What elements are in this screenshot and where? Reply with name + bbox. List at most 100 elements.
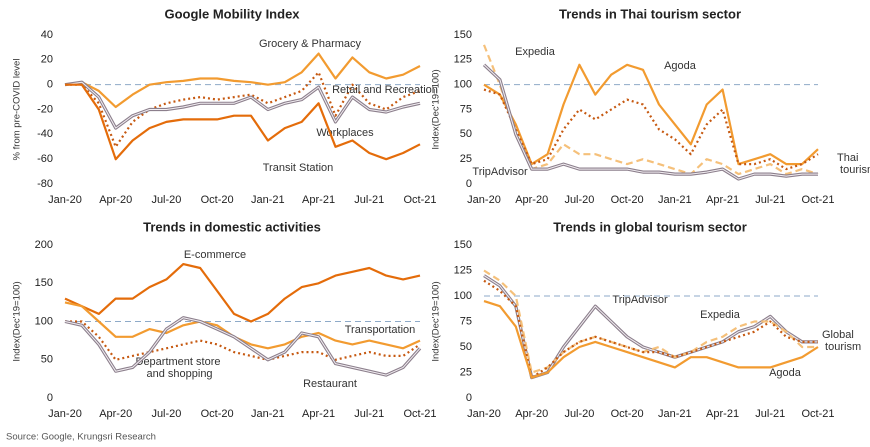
- series-label: Expedia: [515, 46, 556, 58]
- x-tick-label: Oct-20: [201, 194, 234, 206]
- x-tick-label: Jan-20: [467, 408, 501, 420]
- x-tick-label: Oct-20: [611, 408, 644, 420]
- x-tick-label: Oct-21: [801, 194, 834, 206]
- series-label: Transportation: [345, 324, 416, 336]
- series-line: [483, 88, 819, 171]
- y-tick-label: 100: [35, 315, 53, 327]
- x-tick-label: Jan-21: [658, 194, 692, 206]
- series-label: Agoda: [769, 367, 802, 379]
- x-tick-label: Apr-21: [706, 408, 739, 420]
- x-tick-label: Oct-20: [201, 408, 234, 420]
- y-tick-label: 75: [460, 103, 472, 115]
- y-axis-label: Index(Dec'19=100): [12, 281, 23, 361]
- x-tick-label: Jan-21: [251, 194, 285, 206]
- x-tick-label: Apr-20: [515, 194, 548, 206]
- y-tick-label: 25: [460, 153, 472, 165]
- x-tick-label: Jul-20: [151, 408, 181, 420]
- y-tick-label: 150: [454, 29, 472, 41]
- x-tick-label: Jan-21: [658, 408, 692, 420]
- series-label: Restaurant: [303, 378, 357, 390]
- y-tick-label: 50: [41, 354, 53, 366]
- y-tick-label: -60: [37, 153, 53, 165]
- x-tick-label: Apr-20: [99, 194, 132, 206]
- x-tick-label: Apr-20: [515, 408, 548, 420]
- y-tick-label: -80: [37, 178, 53, 190]
- x-tick-label: Jul-21: [755, 408, 785, 420]
- series-label: Thai tourism: [837, 152, 870, 176]
- y-tick-label: -20: [37, 103, 53, 115]
- x-tick-label: Oct-21: [403, 408, 436, 420]
- x-tick-label: Jul-20: [564, 408, 594, 420]
- series-line: [482, 44, 819, 176]
- series-label: Agoda: [664, 60, 697, 72]
- series-label: Retail and Recreation: [332, 84, 438, 96]
- series-label: Department store and shopping: [136, 356, 221, 380]
- series-label: TripAdvisor: [472, 166, 528, 178]
- source-note: Source: Google, Krungsri Research: [6, 432, 156, 443]
- x-tick-label: Jul-21: [354, 194, 384, 206]
- y-axis-label: % from pre-COVID level: [12, 59, 23, 161]
- chart-title: Trends in global tourism sector: [553, 219, 747, 234]
- y-tick-label: 40: [41, 29, 53, 41]
- y-tick-label: 0: [47, 79, 53, 91]
- series-label: Grocery & Pharmacy: [259, 38, 362, 50]
- x-tick-label: Apr-20: [99, 408, 132, 420]
- series-line-inner: [483, 64, 818, 180]
- series-label-line: Thai: [837, 152, 858, 164]
- y-tick-label: 25: [460, 366, 472, 378]
- series-line: [64, 263, 421, 323]
- x-tick-label: Jan-20: [48, 194, 82, 206]
- x-tick-label: Jul-20: [564, 194, 594, 206]
- series-label: Global tourism: [822, 329, 861, 353]
- series-label: TripAdvisor: [612, 294, 668, 306]
- series-label-line: and shopping: [143, 368, 212, 380]
- y-axis-label: Index(Dec'19=100): [431, 69, 442, 149]
- series-label-line: Department store: [136, 356, 221, 368]
- y-axis-label: Index(Dec'19=100): [431, 281, 442, 361]
- series-line: [483, 274, 818, 380]
- series-line-inner: [64, 81, 421, 129]
- series-label: E-commerce: [184, 249, 246, 261]
- chart-title: Trends in domestic activities: [143, 219, 321, 234]
- series-line: [483, 63, 819, 166]
- series-line: [483, 269, 818, 374]
- series-line: [483, 300, 819, 379]
- x-tick-label: Oct-20: [611, 194, 644, 206]
- x-tick-label: Jul-21: [354, 408, 384, 420]
- x-tick-label: Oct-21: [403, 194, 436, 206]
- x-tick-label: Jul-21: [755, 194, 785, 206]
- y-tick-label: 0: [47, 392, 53, 404]
- x-tick-label: Jan-20: [48, 408, 82, 420]
- y-tick-label: 150: [35, 277, 53, 289]
- series-line: [64, 52, 421, 109]
- series-line: [64, 301, 421, 350]
- y-tick-label: 50: [460, 341, 472, 353]
- series-label: Expedia: [700, 309, 741, 321]
- series-line: [65, 320, 421, 361]
- x-tick-label: Jan-20: [467, 194, 501, 206]
- series-line-inner: [64, 317, 421, 376]
- y-tick-label: 20: [41, 54, 53, 66]
- x-tick-label: Apr-21: [302, 408, 335, 420]
- series-line: [65, 83, 421, 161]
- series-label-line: tourism: [822, 341, 861, 353]
- y-tick-label: 0: [466, 392, 472, 404]
- series-line-inner: [483, 275, 818, 379]
- y-tick-label: 200: [35, 239, 53, 251]
- x-tick-label: Jul-20: [151, 194, 181, 206]
- chart-title: Google Mobility Index: [164, 6, 300, 21]
- x-tick-label: Oct-21: [801, 408, 834, 420]
- y-tick-label: 100: [454, 79, 472, 91]
- series-label-line: Global: [822, 329, 854, 341]
- y-tick-label: 75: [460, 315, 472, 327]
- y-tick-label: 0: [466, 178, 472, 190]
- series-label: Transit Station: [263, 162, 334, 174]
- x-tick-label: Apr-21: [302, 194, 335, 206]
- y-tick-label: 100: [454, 290, 472, 302]
- y-tick-label: -40: [37, 128, 53, 140]
- chart-title: Trends in Thai tourism sector: [559, 6, 741, 21]
- x-tick-label: Jan-21: [251, 408, 285, 420]
- series-label-line: tourism: [837, 164, 870, 176]
- x-tick-label: Apr-21: [706, 194, 739, 206]
